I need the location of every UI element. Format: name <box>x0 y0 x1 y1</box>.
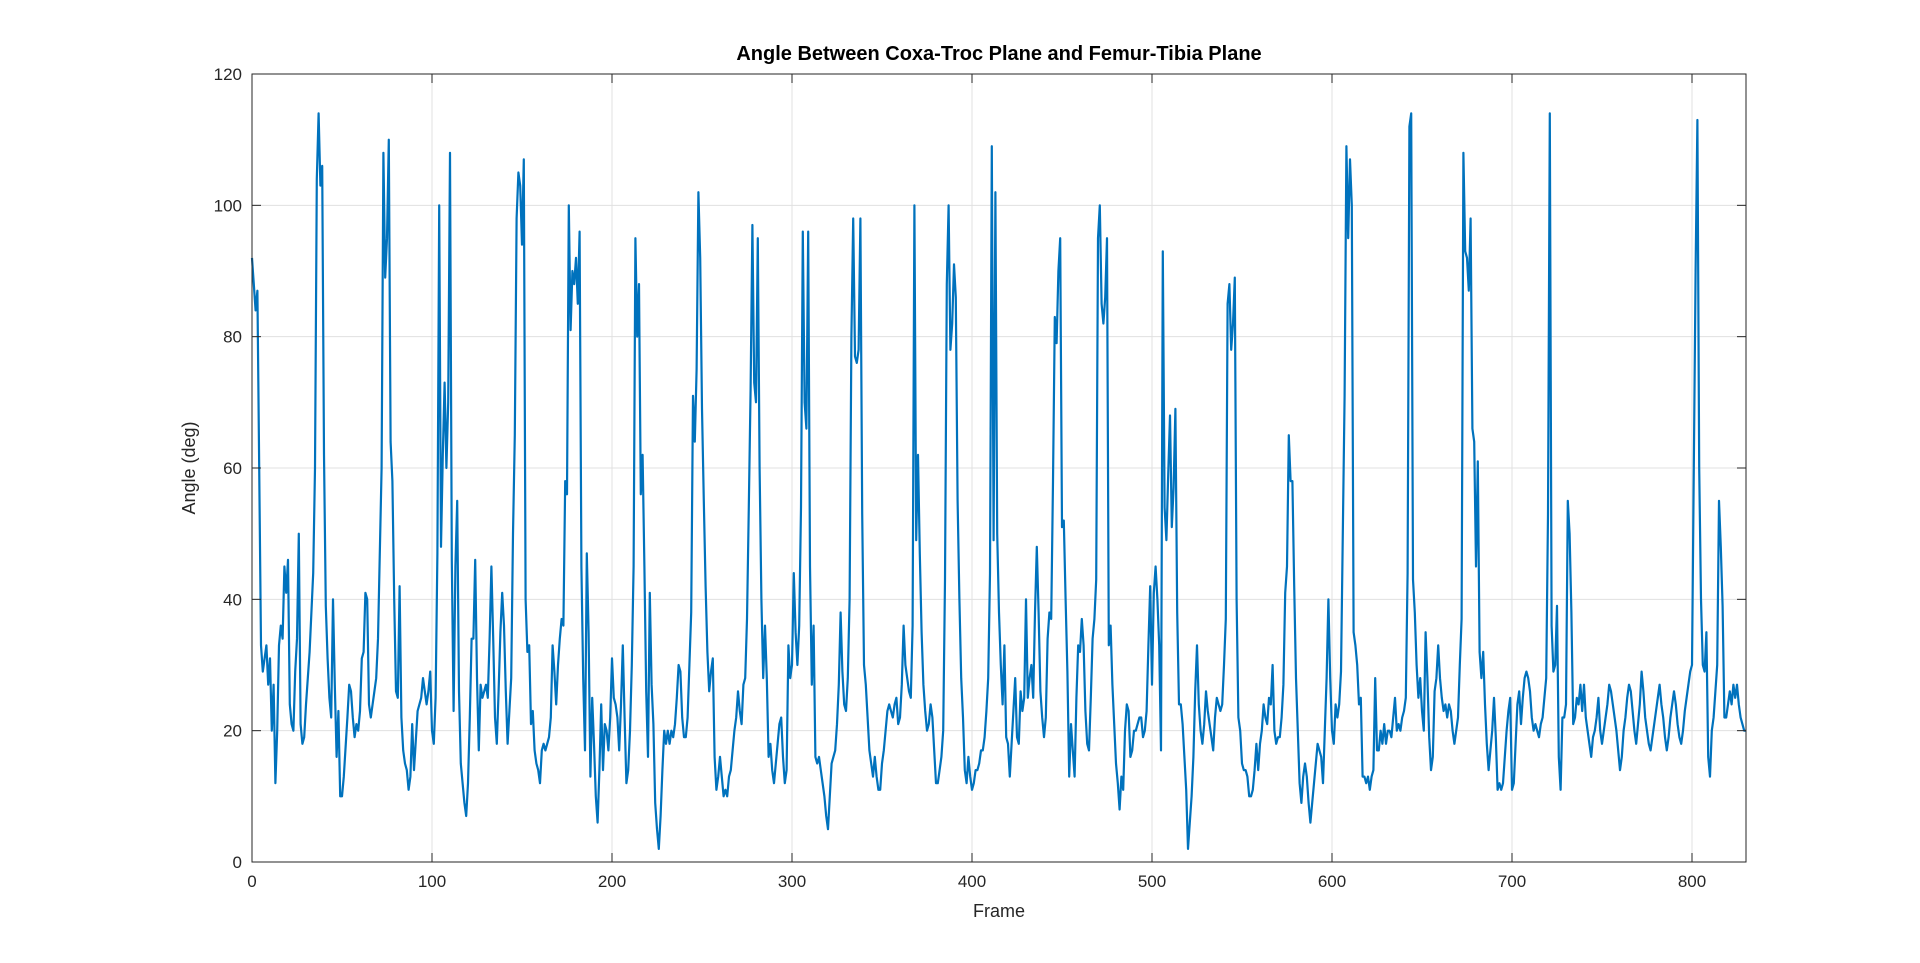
x-tick-label: 600 <box>1318 872 1346 891</box>
x-tick-label: 400 <box>958 872 986 891</box>
x-tick-label: 500 <box>1138 872 1166 891</box>
y-axis-label: Angle (deg) <box>179 421 199 514</box>
y-tick-label: 40 <box>223 590 242 609</box>
x-tick-label: 200 <box>598 872 626 891</box>
y-tick-label: 100 <box>214 196 242 215</box>
chart-title: Angle Between Coxa-Troc Plane and Femur-… <box>736 43 1261 65</box>
x-tick-label: 700 <box>1498 872 1526 891</box>
series-line <box>250 112 1746 851</box>
x-tick-label: 800 <box>1678 872 1706 891</box>
x-tick-label: 100 <box>418 872 446 891</box>
y-tick-label: 80 <box>223 328 242 347</box>
axis-ticks <box>251 73 1746 863</box>
y-tick-label: 0 <box>233 853 242 872</box>
x-tick-labels: 0 100 200 300 400 500 600 700 800 <box>247 872 1706 891</box>
y-tick-labels: 0 20 40 60 80 100 120 <box>214 65 242 872</box>
x-tick-label: 300 <box>778 872 806 891</box>
y-tick-label: 120 <box>214 65 242 84</box>
x-axis-label: Frame <box>973 901 1025 921</box>
y-tick-label: 60 <box>223 459 242 478</box>
y-tick-label: 20 <box>223 722 242 741</box>
x-tick-label: 0 <box>247 872 256 891</box>
